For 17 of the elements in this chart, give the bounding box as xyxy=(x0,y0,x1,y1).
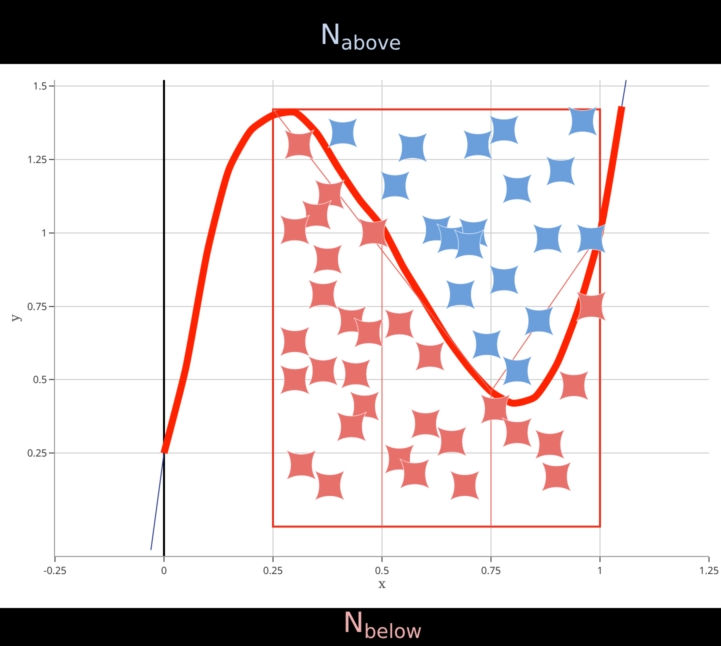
x-tick-label: 1.25 xyxy=(699,563,720,577)
x-tick-label: 0.25 xyxy=(263,563,284,577)
x-tick-label: 0 xyxy=(161,563,168,577)
y-tick-label: 0.5 xyxy=(32,372,48,386)
x-tick-label: 0.5 xyxy=(374,563,390,577)
y-tick-label: 1.25 xyxy=(27,152,48,166)
chart-title: N$_{above}$ xyxy=(320,18,402,55)
x-tick-label: 1 xyxy=(597,563,603,577)
y-tick-label: 0.25 xyxy=(27,446,48,460)
x-tick-label: 0.75 xyxy=(481,563,502,577)
y-tick-label: 1.5 xyxy=(32,78,48,92)
y-tick-label: 1 xyxy=(41,225,47,240)
x-axis-title: x xyxy=(378,577,386,592)
y-tick-label: 0.75 xyxy=(27,298,48,313)
text: N$_{below}$ xyxy=(343,606,422,643)
x-tick-label: -0.25 xyxy=(44,563,67,577)
y-axis-title: y xyxy=(8,314,24,323)
